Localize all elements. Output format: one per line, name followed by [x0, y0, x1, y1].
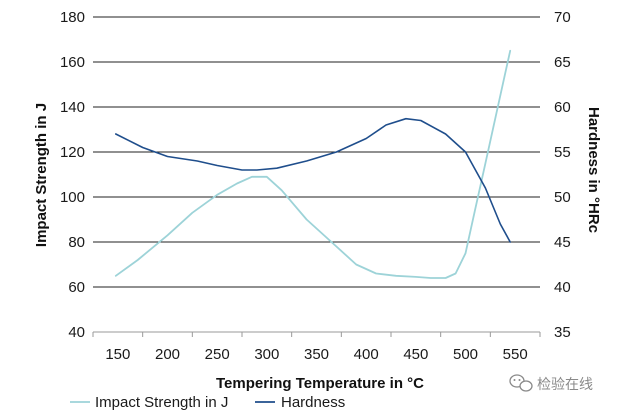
y-left-tick-label: 180 [60, 9, 85, 26]
y-right-tick-label: 55 [554, 144, 571, 161]
x-axis: 150 200 250 300 350 400 450 500 550 [92, 332, 541, 363]
y-right-tick-label: 35 [554, 324, 571, 341]
watermark-text: 检验在线 [537, 377, 593, 393]
y-left-tick-label: 40 [68, 324, 85, 341]
y-right-tick-label: 40 [554, 279, 571, 296]
series-line-impact-strength [114, 49, 512, 279]
y-axis-right-ticks: 35 40 45 50 55 60 65 70 [554, 9, 571, 341]
y-left-tick-label: 80 [68, 234, 85, 251]
legend-label: Hardness [281, 394, 345, 411]
y-left-tick-label: 120 [60, 144, 85, 161]
y-right-tick-label: 45 [554, 234, 571, 251]
y-axis-left-title: Impact Strength in J [33, 103, 50, 247]
y-left-tick-label: 160 [60, 54, 85, 71]
x-tick-label: 400 [354, 346, 379, 363]
y-left-tick-label: 100 [60, 189, 85, 206]
x-tick-label: 250 [205, 346, 230, 363]
legend: Impact Strength in J Hardness [70, 394, 345, 411]
y-right-tick-label: 70 [554, 9, 571, 26]
x-tick-label: 450 [403, 346, 428, 363]
x-tick-label: 550 [503, 346, 528, 363]
wechat-icon [509, 374, 533, 392]
series-line-hardness [115, 117, 511, 243]
y-left-tick-label: 60 [68, 279, 85, 296]
legend-label: Impact Strength in J [95, 394, 228, 411]
y-right-tick-label: 60 [554, 99, 571, 116]
x-axis-title: Tempering Temperature in °C [216, 375, 424, 392]
x-tick-label: 200 [155, 346, 180, 363]
y-axis-right-title: Hardness in °HRc [585, 107, 602, 233]
y-left-tick-label: 140 [60, 99, 85, 116]
y-right-tick-label: 65 [554, 54, 571, 71]
x-tick-label: 300 [254, 346, 279, 363]
x-tick-label: 350 [304, 346, 329, 363]
watermark: 检验在线 [509, 374, 593, 393]
grid-lines [93, 16, 540, 333]
x-tick-label: 500 [453, 346, 478, 363]
x-tick-label: 150 [105, 346, 130, 363]
y-right-tick-label: 50 [554, 189, 571, 206]
series-lines [114, 49, 512, 279]
y-axis-left-ticks: 40 60 80 100 120 140 160 180 [60, 9, 85, 341]
